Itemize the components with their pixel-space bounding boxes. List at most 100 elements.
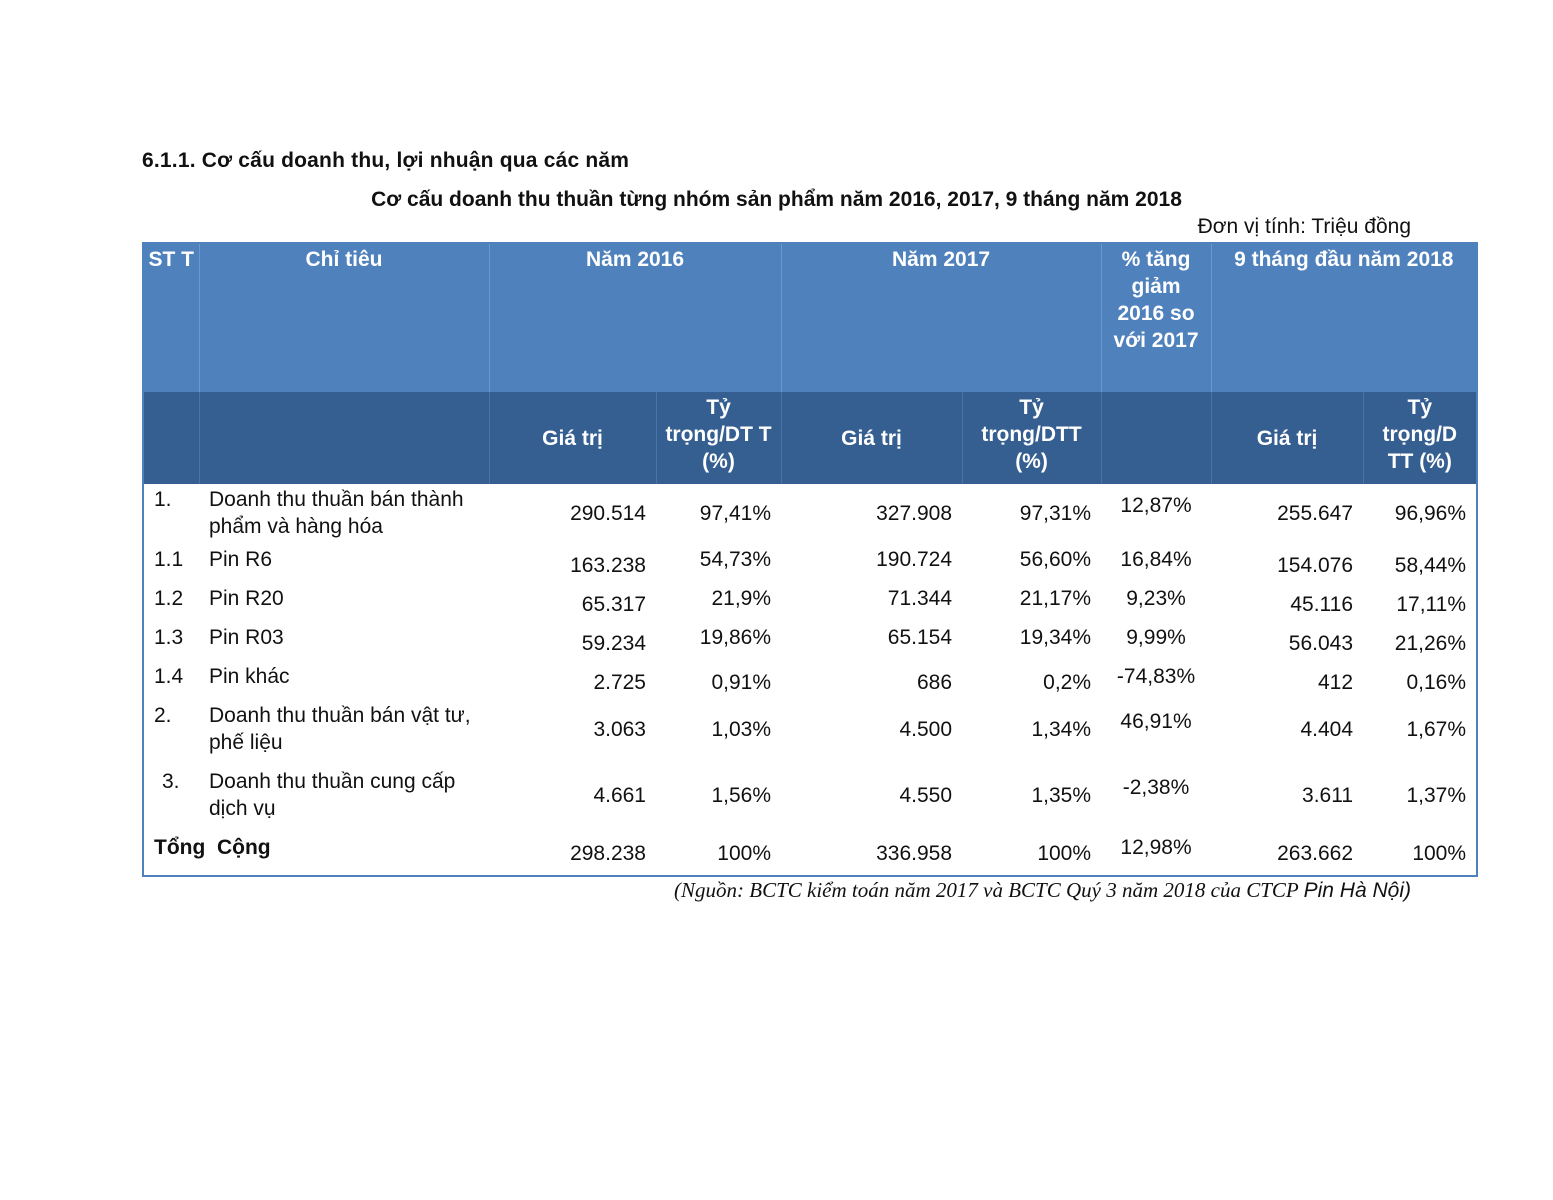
share-2016: 19,86% [656, 622, 782, 661]
pct-change: -74,83% [1101, 661, 1212, 700]
share-2016: 0,91% [656, 661, 782, 700]
table-row: 1.3 Pin R03 59.234 19,86% 65.154 19,34% … [143, 622, 1478, 661]
table-row: 1.2 Pin R20 65.317 21,9% 71.344 21,17% 9… [143, 583, 1478, 622]
revenue-structure-table: ST T Chỉ tiêu Năm 2016 Năm 2017 % tăng g… [142, 242, 1479, 877]
total-share-2018: 100% [1363, 832, 1478, 876]
value-2017: 327.908 [781, 484, 963, 544]
row-stt: 1.4 [143, 661, 199, 700]
share-2017: 21,17% [962, 583, 1102, 622]
header-nam-2016: Năm 2016 [489, 243, 782, 392]
share-2017: 1,34% [962, 700, 1102, 766]
header-gia-tri-2016: Giá trị [489, 392, 657, 484]
table-title: Cơ cấu doanh thu thuần từng nhóm sản phẩ… [371, 188, 1182, 211]
value-2018: 3.611 [1211, 766, 1364, 832]
pct-change: 46,91% [1101, 700, 1212, 766]
total-value-2016: 298.238 [489, 832, 656, 876]
table-row: 1.1 Pin R6 163.238 54,73% 190.724 56,60%… [143, 544, 1478, 583]
share-2017: 19,34% [962, 622, 1102, 661]
pct-change: 9,23% [1101, 583, 1212, 622]
header-sub-empty [143, 392, 200, 484]
unit-note: Đơn vị tính: Triệu đồng [1197, 215, 1411, 238]
share-2017: 0,2% [962, 661, 1102, 700]
source-note: (Nguồn: BCTC kiểm toán năm 2017 và BCTC … [674, 878, 1411, 902]
share-2018: 0,16% [1363, 661, 1478, 700]
row-stt: 1.3 [143, 622, 199, 661]
header-nam-2017: Năm 2017 [781, 243, 1102, 392]
row-label: Pin khác [199, 661, 489, 700]
share-2018: 1,37% [1363, 766, 1478, 832]
value-2016: 290.514 [489, 484, 656, 544]
share-2018: 21,26% [1363, 622, 1478, 661]
share-2018: 1,67% [1363, 700, 1478, 766]
total-value-2018: 263.662 [1211, 832, 1364, 876]
total-share-2016: 100% [656, 832, 782, 876]
value-2017: 4.550 [781, 766, 963, 832]
total-label: Tổng Cộng [143, 832, 489, 876]
value-2017: 190.724 [781, 544, 963, 583]
value-2017: 4.500 [781, 700, 963, 766]
pct-change: -2,38% [1101, 766, 1212, 832]
value-2018: 56.043 [1211, 622, 1364, 661]
header-sub-empty [1101, 392, 1212, 484]
row-label: Pin R03 [199, 622, 489, 661]
total-share-2017: 100% [962, 832, 1102, 876]
header-ty-trong-2018: Tỷ trọng/D TT (%) [1363, 392, 1478, 484]
row-label: Pin R6 [199, 544, 489, 583]
row-stt: 3. [143, 766, 199, 832]
share-2016: 1,03% [656, 700, 782, 766]
pct-change: 12,87% [1101, 484, 1212, 544]
share-2018: 17,11% [1363, 583, 1478, 622]
header-row-top: ST T Chỉ tiêu Năm 2016 Năm 2017 % tăng g… [143, 243, 1478, 392]
share-2017: 1,35% [962, 766, 1102, 832]
row-label: Pin R20 [199, 583, 489, 622]
share-2018: 58,44% [1363, 544, 1478, 583]
header-stt: ST T [143, 243, 200, 392]
value-2016: 65.317 [489, 583, 656, 622]
share-2016: 1,56% [656, 766, 782, 832]
header-gia-tri-2017: Giá trị [781, 392, 963, 484]
section-heading: 6.1.1. Cơ cấu doanh thu, lợi nhuận qua c… [142, 149, 630, 172]
row-stt: 1. [143, 484, 199, 544]
pct-change: 9,99% [1101, 622, 1212, 661]
table-row: 2. Doanh thu thuần bán vật tư, phế liệu … [143, 700, 1478, 766]
value-2018: 45.116 [1211, 583, 1364, 622]
table-row: 3. Doanh thu thuần cung cấp dịch vụ 4.66… [143, 766, 1478, 832]
row-stt: 1.1 [143, 544, 199, 583]
value-2016: 4.661 [489, 766, 656, 832]
share-2017: 97,31% [962, 484, 1102, 544]
pct-change: 16,84% [1101, 544, 1212, 583]
header-pct-change: % tăng giảm 2016 so với 2017 [1101, 243, 1212, 392]
header-gia-tri-2018: Giá trị [1211, 392, 1364, 484]
value-2016: 59.234 [489, 622, 656, 661]
value-2018: 255.647 [1211, 484, 1364, 544]
table-row: 1. Doanh thu thuần bán thành phẩm và hàn… [143, 484, 1478, 544]
header-chi-tieu: Chỉ tiêu [199, 243, 490, 392]
row-label: Doanh thu thuần bán thành phẩm và hàng h… [199, 484, 489, 544]
row-stt: 1.2 [143, 583, 199, 622]
row-stt: 2. [143, 700, 199, 766]
source-note-company: Pin Hà Nội) [1303, 879, 1411, 902]
row-label: Doanh thu thuần cung cấp dịch vụ [199, 766, 489, 832]
value-2016: 3.063 [489, 700, 656, 766]
share-2017: 56,60% [962, 544, 1102, 583]
value-2017: 65.154 [781, 622, 963, 661]
header-row-sub: Giá trị Tỷ trọng/DT T (%) Giá trị Tỷ trọ… [143, 392, 1478, 484]
table-row: 1.4 Pin khác 2.725 0,91% 686 0,2% -74,83… [143, 661, 1478, 700]
value-2016: 163.238 [489, 544, 656, 583]
value-2018: 154.076 [1211, 544, 1364, 583]
header-ty-trong-2017: Tỷ trọng/DTT (%) [962, 392, 1102, 484]
header-sub-empty [199, 392, 490, 484]
value-2016: 2.725 [489, 661, 656, 700]
total-row: Tổng Cộng 298.238 100% 336.958 100% 12,9… [143, 832, 1478, 876]
total-value-2017: 336.958 [781, 832, 963, 876]
value-2017: 71.344 [781, 583, 963, 622]
header-nine-months-2018: 9 tháng đầu năm 2018 [1211, 243, 1478, 392]
header-ty-trong-2016: Tỷ trọng/DT T (%) [656, 392, 782, 484]
value-2018: 412 [1211, 661, 1364, 700]
value-2018: 4.404 [1211, 700, 1364, 766]
row-label: Doanh thu thuần bán vật tư, phế liệu [199, 700, 489, 766]
total-pct-change: 12,98% [1101, 832, 1212, 876]
share-2016: 97,41% [656, 484, 782, 544]
share-2016: 54,73% [656, 544, 782, 583]
value-2017: 686 [781, 661, 963, 700]
